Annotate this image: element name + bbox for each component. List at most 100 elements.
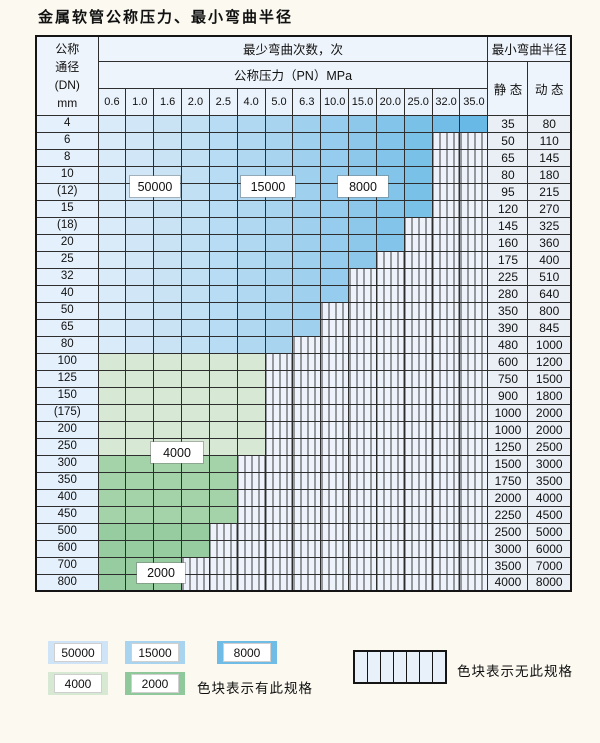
spec-available-cell bbox=[153, 114, 183, 133]
spec-available-cell bbox=[97, 505, 127, 524]
spec-available-cell bbox=[153, 148, 183, 167]
legend-na-stripe-cell bbox=[381, 652, 394, 682]
spec-na-cell bbox=[208, 522, 238, 541]
spec-available-cell bbox=[320, 148, 350, 167]
spec-na-cell bbox=[403, 403, 433, 422]
spec-available-cell bbox=[236, 233, 266, 252]
spec-available-cell bbox=[181, 505, 210, 524]
spec-na-cell bbox=[320, 369, 350, 388]
spec-available-cell bbox=[320, 199, 350, 218]
legend-swatch-label: 15000 bbox=[131, 643, 179, 662]
dn-cell: 65 bbox=[35, 318, 99, 337]
dn-cell: 300 bbox=[35, 454, 99, 473]
spec-na-cell bbox=[403, 573, 433, 592]
spec-na-cell bbox=[292, 352, 322, 371]
spec-available-cell bbox=[181, 250, 210, 269]
spec-na-cell bbox=[348, 352, 377, 371]
spec-na-cell bbox=[431, 556, 461, 575]
table-row-dn-350: 350 1750 3500 bbox=[35, 471, 572, 490]
dynamic-radius-cell: 2000 bbox=[527, 403, 572, 422]
spec-available-cell bbox=[208, 165, 238, 184]
pressure-col-4.0: 4.0 bbox=[236, 87, 266, 116]
spec-na-cell bbox=[348, 522, 377, 541]
spec-na-cell bbox=[348, 488, 377, 507]
spec-available-cell bbox=[125, 471, 155, 490]
spec-na-cell bbox=[431, 454, 461, 473]
spec-na-cell bbox=[431, 233, 461, 252]
spec-available-cell bbox=[181, 539, 210, 558]
dynamic-radius-cell: 4000 bbox=[527, 488, 572, 507]
spec-na-cell bbox=[236, 454, 266, 473]
spec-na-cell bbox=[292, 403, 322, 422]
spec-available-cell bbox=[97, 148, 127, 167]
spec-available-cell bbox=[375, 148, 405, 167]
spec-na-cell bbox=[403, 420, 433, 439]
dynamic-radius-cell: 8000 bbox=[527, 573, 572, 592]
table-row-dn-4: 4 35 80 bbox=[35, 114, 572, 133]
spec-available-cell bbox=[403, 182, 433, 201]
spec-na-cell bbox=[375, 556, 405, 575]
spec-na-cell bbox=[375, 267, 405, 286]
table-row-dn-10: 10 80 180 bbox=[35, 165, 572, 184]
spec-na-cell bbox=[236, 505, 266, 524]
pressure-col-0.6: 0.6 bbox=[97, 87, 127, 116]
static-radius-cell: 750 bbox=[487, 369, 529, 388]
table-row-dn-18: (18) 145 325 bbox=[35, 216, 572, 235]
spec-na-cell bbox=[264, 471, 294, 490]
table-row-dn-15: 15 120 270 bbox=[35, 199, 572, 218]
spec-available-cell bbox=[236, 148, 266, 167]
spec-na-cell bbox=[375, 284, 405, 303]
spec-table: 公称 通径 (DN) mm 最少弯曲次数，次 最小弯曲半径 公称压力（PN）MP… bbox=[35, 35, 572, 592]
static-radius-cell: 280 bbox=[487, 284, 529, 303]
spec-available-cell bbox=[97, 386, 127, 405]
dn-cell: 25 bbox=[35, 250, 99, 269]
static-radius-cell: 4000 bbox=[487, 573, 529, 592]
spec-table-wrap: 公称 通径 (DN) mm 最少弯曲次数，次 最小弯曲半径 公称压力（PN）MP… bbox=[35, 35, 572, 592]
spec-available-cell bbox=[375, 233, 405, 252]
spec-available-cell bbox=[125, 216, 155, 235]
spec-available-cell bbox=[236, 267, 266, 286]
spec-available-cell bbox=[320, 284, 350, 303]
spec-available-cell bbox=[208, 233, 238, 252]
spec-available-cell bbox=[236, 284, 266, 303]
spec-available-cell bbox=[125, 131, 155, 150]
spec-available-cell bbox=[208, 131, 238, 150]
spec-available-cell bbox=[264, 233, 294, 252]
spec-na-cell bbox=[292, 522, 322, 541]
spec-available-cell bbox=[320, 216, 350, 235]
dn-cell: 4 bbox=[35, 114, 99, 133]
spec-available-cell bbox=[181, 335, 210, 354]
spec-available-cell bbox=[208, 267, 238, 286]
spec-na-cell bbox=[348, 539, 377, 558]
spec-na-cell bbox=[459, 556, 489, 575]
spec-na-cell bbox=[264, 352, 294, 371]
dynamic-radius-cell: 1500 bbox=[527, 369, 572, 388]
table-row-dn-700: 700 3500 7000 bbox=[35, 556, 572, 575]
spec-na-cell bbox=[292, 420, 322, 439]
dynamic-radius-cell: 1800 bbox=[527, 386, 572, 405]
pressure-col-5.0: 5.0 bbox=[264, 87, 294, 116]
legend-swatch-label: 50000 bbox=[54, 643, 102, 662]
spec-available-cell bbox=[97, 335, 127, 354]
spec-available-cell bbox=[97, 284, 127, 303]
dn-cell: (175) bbox=[35, 403, 99, 422]
spec-available-cell bbox=[97, 131, 127, 150]
spec-available-cell bbox=[236, 420, 266, 439]
spec-available-cell bbox=[125, 522, 155, 541]
spec-na-cell bbox=[459, 335, 489, 354]
spec-na-cell bbox=[431, 471, 461, 490]
spec-na-cell bbox=[375, 352, 405, 371]
pressure-col-15.0: 15.0 bbox=[348, 87, 377, 116]
spec-available-cell bbox=[208, 488, 238, 507]
spec-available-cell bbox=[292, 148, 322, 167]
dn-cell: 10 bbox=[35, 165, 99, 184]
spec-na-cell bbox=[403, 318, 433, 337]
spec-na-cell bbox=[431, 165, 461, 184]
spec-na-cell bbox=[348, 573, 377, 592]
spec-na-cell bbox=[431, 522, 461, 541]
spec-available-cell bbox=[403, 165, 433, 184]
spec-available-cell bbox=[431, 114, 461, 133]
spec-na-cell bbox=[320, 301, 350, 320]
spec-available-cell bbox=[236, 369, 266, 388]
spec-available-cell bbox=[320, 131, 350, 150]
